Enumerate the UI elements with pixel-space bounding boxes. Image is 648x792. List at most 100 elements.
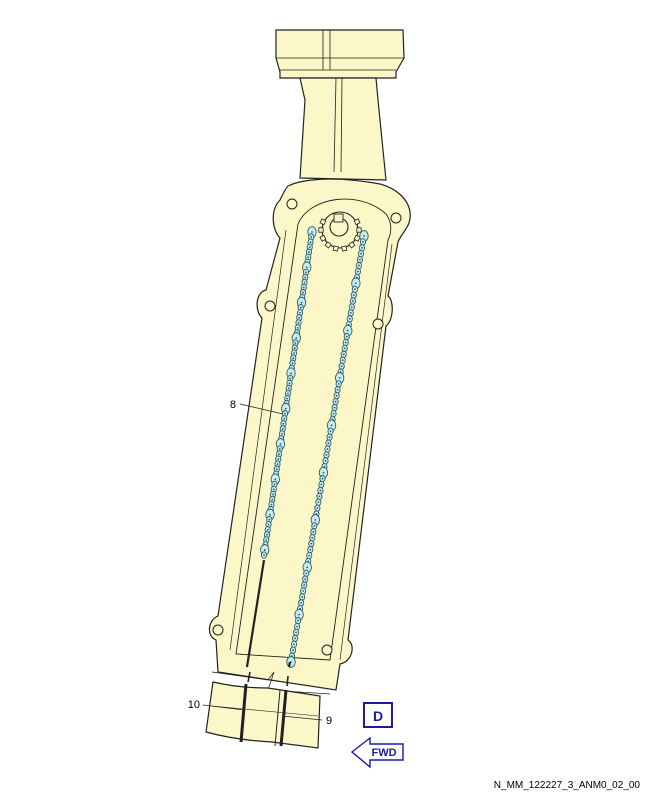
- chain-pin: [278, 448, 281, 450]
- chain-pin: [350, 306, 353, 308]
- sprocket-tooth: [324, 241, 332, 249]
- chain-pin: [282, 422, 285, 425]
- chain-pin: [292, 649, 294, 652]
- chain-pin: [313, 525, 316, 527]
- chain-pin: [281, 432, 283, 435]
- sprocket-tooth: [341, 245, 348, 252]
- chain-pin: [288, 382, 291, 385]
- chain-pin: [302, 291, 304, 294]
- chain-pin: [272, 493, 274, 496]
- chain-pin: [306, 566, 309, 569]
- chain-pin: [309, 241, 312, 243]
- chain-pin: [284, 407, 287, 410]
- chain-pin: [319, 489, 322, 492]
- callout-10: 10: [188, 699, 245, 711]
- chain-pin: [324, 459, 327, 462]
- chain-pin: [316, 507, 319, 510]
- chain-pin: [342, 353, 345, 356]
- chain-pin: [335, 394, 338, 397]
- chain-pin: [338, 377, 341, 379]
- chain-right-strand: [286, 230, 369, 668]
- chain-pin: [270, 503, 273, 506]
- chain-pin: [360, 252, 362, 255]
- chain-pin: [263, 554, 265, 556]
- figure-id: N_MM_122227_3_ANM0_02_00: [494, 780, 641, 791]
- chain-pin: [308, 246, 311, 249]
- mounting-bosses: [212, 198, 402, 656]
- fwd-label: FWD: [371, 747, 396, 759]
- chain-pin: [354, 282, 357, 285]
- view-label: D: [373, 708, 383, 724]
- chain-pin: [334, 400, 337, 403]
- chain-pin: [294, 637, 296, 640]
- chain-pin: [346, 329, 349, 332]
- chain-pin: [337, 383, 340, 385]
- chain-pin: [289, 377, 292, 380]
- chain-pin: [311, 536, 314, 539]
- chain-pin: [295, 631, 297, 634]
- chain-pin: [269, 513, 271, 516]
- chain-pin: [359, 258, 361, 261]
- callout-8-label: 8: [230, 399, 236, 411]
- sprocket-tooth: [332, 245, 339, 252]
- chain-pin: [279, 443, 282, 445]
- chain-pin: [292, 357, 295, 360]
- chain-pin: [326, 448, 329, 450]
- chain-pin: [321, 477, 324, 480]
- chain-pin: [357, 270, 359, 273]
- chain-pin: [305, 572, 308, 575]
- chain-pin: [298, 613, 301, 616]
- sprocket-tooth: [356, 227, 362, 233]
- chain-pin: [304, 276, 307, 279]
- chain-pin: [267, 523, 270, 526]
- chain-pin: [298, 316, 301, 319]
- lower-sleeve: [205, 681, 321, 749]
- sprocket-tooth: [319, 218, 327, 226]
- chain-pin: [293, 352, 295, 355]
- chain-pin: [363, 235, 365, 237]
- chain-pin: [311, 231, 313, 233]
- chain-pin: [305, 266, 308, 269]
- chain-pin: [296, 625, 298, 628]
- chain-pin: [274, 478, 277, 481]
- chain-pin: [266, 528, 269, 531]
- chain-pin: [295, 337, 298, 339]
- chain-pin: [332, 412, 335, 415]
- cable-rods: [245, 559, 292, 668]
- chain-pin: [345, 335, 348, 338]
- sprocket: [318, 211, 362, 252]
- chain-pin: [272, 488, 275, 491]
- chain-pin: [284, 412, 286, 415]
- fwd-arrow-icon: FWD: [350, 736, 404, 769]
- chain-pin: [320, 483, 323, 486]
- chain-pin: [304, 578, 307, 581]
- chain-pin: [307, 256, 310, 259]
- chain-pin: [297, 619, 299, 622]
- chain-pin: [286, 397, 289, 400]
- chain-pin: [358, 264, 360, 267]
- chain-pin: [351, 300, 354, 302]
- sprocket-tooth: [319, 234, 327, 242]
- chain-pin: [349, 312, 352, 314]
- chain-pin: [312, 530, 315, 533]
- callout-8: 8: [230, 399, 284, 415]
- chain-pin: [287, 392, 289, 395]
- sprocket-tooth: [348, 241, 356, 249]
- chain-pin: [263, 549, 266, 551]
- chain-pin: [300, 601, 303, 604]
- chain-pin: [291, 362, 294, 365]
- callout-10-label: 10: [188, 699, 200, 711]
- chain-pin: [329, 430, 332, 433]
- chain-pin: [296, 326, 299, 329]
- view-label-box: D: [363, 702, 393, 728]
- chain-pin: [309, 548, 312, 551]
- chain-pin: [348, 317, 351, 320]
- chain-pin: [283, 417, 286, 420]
- chain-left-strand: [260, 226, 317, 559]
- chain-pin: [301, 596, 304, 598]
- chain-pin: [327, 442, 330, 444]
- chain-pin: [287, 387, 290, 390]
- chain-pin: [278, 453, 280, 455]
- chain-pin: [299, 306, 302, 309]
- sprocket-tooth: [318, 227, 324, 233]
